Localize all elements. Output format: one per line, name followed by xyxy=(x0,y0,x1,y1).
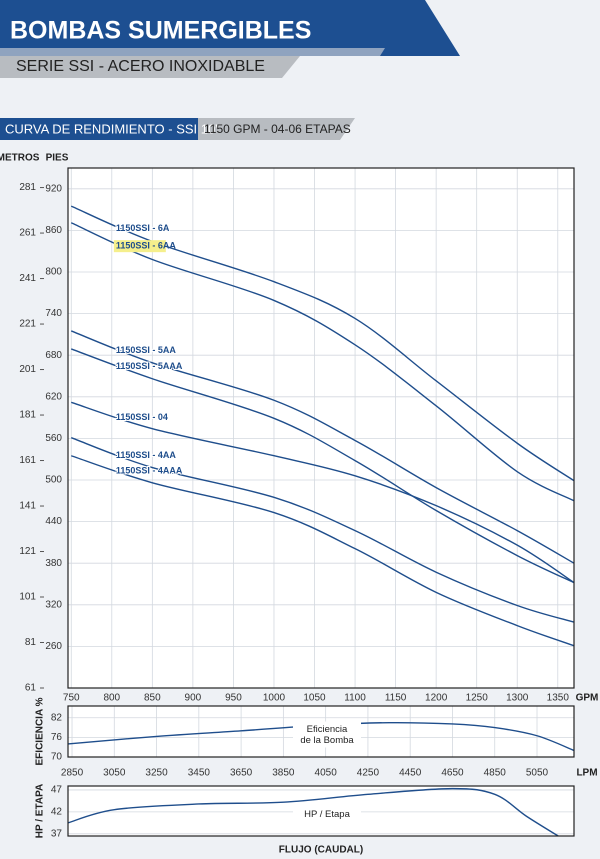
x-tick-label: 800 xyxy=(103,693,120,704)
x-tick-label: 1050 xyxy=(303,693,326,704)
x-tick-label: 3850 xyxy=(272,768,295,779)
y2-axis-label: METROS xyxy=(0,153,40,164)
y-tick-label: 500 xyxy=(45,475,62,486)
curve xyxy=(70,222,575,502)
x-tick-label: 1250 xyxy=(466,693,489,704)
annotation-box xyxy=(293,806,361,822)
y-tick-label: 800 xyxy=(45,267,62,278)
subtitle: SERIE SSI - ACERO INOXIDABLE xyxy=(16,58,265,75)
x-tick-label: 1100 xyxy=(344,693,366,704)
y-tick-label: 860 xyxy=(45,225,62,236)
series-label: 1150SSI - 04 xyxy=(116,412,168,422)
x-tick-label: 4650 xyxy=(441,768,464,779)
y-tick-label: 680 xyxy=(45,350,62,361)
subtitle-banner xyxy=(0,56,300,78)
series-label: 1150SSI - 6AA xyxy=(116,241,177,251)
x-tick-label: 4250 xyxy=(357,768,380,779)
x-axis-label: LPM xyxy=(576,768,597,779)
y-tick-label: 620 xyxy=(45,391,62,402)
curve xyxy=(67,721,575,752)
y2-tick-label: 81 xyxy=(25,637,37,648)
plot-border xyxy=(67,167,575,689)
x-tick-label: 3650 xyxy=(230,768,253,779)
x-axis-label: GPM xyxy=(576,693,599,704)
y2-tick-label: 261 xyxy=(19,228,36,239)
y-tick-label: 37 xyxy=(51,828,63,839)
y-tick-label: 440 xyxy=(45,516,62,527)
y-tick-label: 82 xyxy=(51,712,63,723)
label-highlight xyxy=(113,240,166,253)
annotation: de la Bomba xyxy=(300,735,354,746)
title-banner xyxy=(0,0,460,56)
y2-tick-label: 241 xyxy=(19,273,36,284)
curve xyxy=(71,348,575,584)
y2-tick-label: 161 xyxy=(19,455,36,466)
section-detail-banner xyxy=(198,118,355,140)
x-tick-label: 1000 xyxy=(263,693,286,704)
curve xyxy=(71,437,575,623)
curve xyxy=(70,330,575,564)
y-tick-label: 76 xyxy=(51,732,63,743)
x-tick-label: 1300 xyxy=(506,693,529,704)
curve xyxy=(67,787,559,837)
y2-tick-label: 121 xyxy=(19,546,36,557)
plot-border xyxy=(67,785,575,837)
series-label: 1150SSI - 6A xyxy=(116,223,170,233)
x-tick-label: 4850 xyxy=(484,768,507,779)
x-axis-label: FLUJO (CAUDAL) xyxy=(279,845,363,856)
section-title: CURVA DE RENDIMIENTO - SSI 10” xyxy=(5,121,220,136)
x-tick-label: 750 xyxy=(63,693,80,704)
title: BOMBAS SUMERGIBLES xyxy=(10,17,311,45)
section-banner xyxy=(0,118,198,140)
y2-tick-label: 201 xyxy=(19,364,36,375)
y2-tick-label: 101 xyxy=(19,592,36,603)
x-tick-label: 1150 xyxy=(385,693,407,704)
y-tick-label: 380 xyxy=(45,558,62,569)
y2-tick-label: 141 xyxy=(19,501,36,512)
y2-tick-label: 221 xyxy=(19,319,36,330)
x-tick-label: 1200 xyxy=(425,693,448,704)
plot-border xyxy=(67,705,575,758)
y-tick-label: 920 xyxy=(45,183,62,194)
x-tick-label: 2850 xyxy=(61,768,84,779)
y-tick-label: 260 xyxy=(45,641,62,652)
section-detail: 1150 GPM - 04-06 ETAPAS xyxy=(204,122,351,136)
x-tick-label: 3450 xyxy=(188,768,211,779)
annotation: HP / Etapa xyxy=(304,809,350,820)
y-axis-label: PIES xyxy=(46,153,69,164)
series-label: 1150SSI - 5AAA xyxy=(116,361,183,371)
y-tick-label: 70 xyxy=(51,752,63,763)
y2-tick-label: 281 xyxy=(19,182,36,193)
x-tick-label: 850 xyxy=(144,693,161,704)
annotation: Eficiencia xyxy=(307,724,348,735)
y-axis-label: HP / ETAPA xyxy=(35,784,46,838)
series-label: 1150SSI - 4AAA xyxy=(116,466,183,476)
x-tick-label: 1350 xyxy=(547,693,570,704)
x-tick-label: 5050 xyxy=(526,768,549,779)
x-tick-label: 3250 xyxy=(145,768,168,779)
curve xyxy=(71,455,575,647)
y2-tick-label: 61 xyxy=(25,683,37,694)
y-tick-label: 740 xyxy=(45,308,62,319)
y-axis-label: EFICIENCIA % xyxy=(35,697,46,765)
x-tick-label: 4050 xyxy=(315,768,338,779)
x-tick-label: 950 xyxy=(225,693,242,704)
annotation-box xyxy=(293,721,361,748)
y-tick-label: 560 xyxy=(45,433,62,444)
y-tick-label: 42 xyxy=(51,807,63,818)
x-tick-label: 3050 xyxy=(103,768,126,779)
series-label: 1150SSI - 4AA xyxy=(116,450,177,460)
y-tick-label: 320 xyxy=(45,599,62,610)
curve xyxy=(71,401,575,584)
y-tick-label: 47 xyxy=(51,785,63,796)
series-label: 1150SSI - 5AA xyxy=(116,345,177,355)
x-tick-label: 900 xyxy=(185,693,202,704)
y2-tick-label: 181 xyxy=(19,410,36,421)
x-tick-label: 4450 xyxy=(399,768,422,779)
banner-stripe xyxy=(0,48,385,56)
